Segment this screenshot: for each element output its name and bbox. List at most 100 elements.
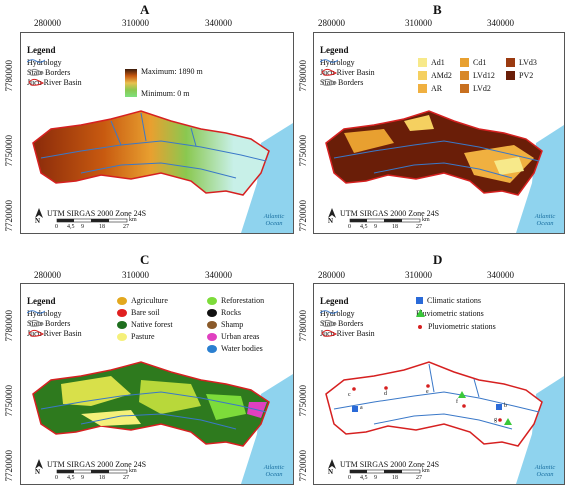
scale-tick: 27 xyxy=(416,475,422,481)
panel-b-x-tick-1: 280000 xyxy=(318,18,345,28)
climatic-station-b xyxy=(496,404,502,410)
point-label-d: d xyxy=(384,391,387,397)
landuse-item-pasture: Pasture xyxy=(117,332,155,341)
panel-c-ocean-label: Atlantic Ocean xyxy=(263,464,285,478)
panel-a-legend-basin: Jucu River Basin xyxy=(27,78,82,87)
panel-c-x-tick-2: 310000 xyxy=(122,270,149,280)
soil-item-ad1: Ad1 xyxy=(418,58,445,67)
soil-patch xyxy=(344,129,394,153)
pluviometric-station-f xyxy=(462,404,466,408)
square-icon xyxy=(416,297,423,304)
hydrology-line xyxy=(473,378,480,398)
hydrology-line-icon xyxy=(27,310,45,314)
panel-a-scale-unit: km xyxy=(129,217,137,223)
panel-b-x-tick-3: 340000 xyxy=(487,18,514,28)
soil-item-ar: AR xyxy=(418,84,442,93)
pluviometric-station-g xyxy=(498,418,502,422)
soil-item-amd2: AMd2 xyxy=(418,71,452,80)
basin-border-icon xyxy=(28,329,45,337)
panel-b-y-tick-2: 7750000 xyxy=(298,135,308,167)
hydrology-line xyxy=(428,363,435,393)
dot-icon xyxy=(418,324,422,329)
panel-b-legend-title: Legend xyxy=(320,45,349,55)
panel-b-y-tick-1: 7780000 xyxy=(298,60,308,92)
panel-b-letter: B xyxy=(433,2,442,17)
legend-fluviometric-stations: Fluviometric stations xyxy=(416,309,484,318)
scale-tick: 9 xyxy=(81,475,84,481)
landuse-item-native-forest: Native forest xyxy=(117,320,173,329)
basin-border-icon xyxy=(28,78,45,86)
scale-tick: 18 xyxy=(392,224,398,230)
panel-c-legend-state: State Borders xyxy=(27,319,71,328)
scale-tick: 4,5 xyxy=(360,224,368,230)
point-label-b: b xyxy=(504,403,507,409)
ocean-shape xyxy=(241,123,293,233)
pv2-swatch-icon xyxy=(506,71,515,80)
panel-b-legend-basin: Jucu River Basin xyxy=(320,68,375,77)
basin-shape xyxy=(325,361,543,447)
panel-a-x-tick-1: 280000 xyxy=(34,18,61,28)
panel-a-map: Legend Hydrology State Borders Jucu Rive… xyxy=(20,32,294,234)
panel-a-map-svg xyxy=(32,110,293,233)
panel-b-legend-state: State Borders xyxy=(320,78,364,87)
landuse-patch xyxy=(139,380,201,414)
ad1-swatch-icon xyxy=(418,58,427,67)
forest-icon xyxy=(117,320,127,329)
cd1-swatch-icon xyxy=(460,58,469,67)
panel-c-legend-hydrology: Hydrology xyxy=(27,309,62,318)
landuse-item-shamp: Shamp xyxy=(207,320,243,329)
panel-b-utm: UTM SIRGAS 2000 Zone 24S xyxy=(340,209,440,218)
panel-d-scale-unit: km xyxy=(422,468,430,474)
landuse-item-agriculture: Agriculture xyxy=(117,296,168,305)
scale-tick: 0 xyxy=(55,224,58,230)
panel-a-utm: UTM SIRGAS 2000 Zone 24S xyxy=(47,209,147,218)
panel-a-ocean-label: Atlantic Ocean xyxy=(263,213,285,227)
panel-c-y-tick-2: 7750000 xyxy=(4,385,14,417)
scale-tick: 9 xyxy=(81,224,84,230)
panel-d-legend-title: Legend xyxy=(320,296,349,306)
panel-c-x-tick-1: 280000 xyxy=(34,270,61,280)
hydrology-line xyxy=(40,140,267,162)
soil-item-lvd12: LVd12 xyxy=(460,71,495,80)
hydrology-line xyxy=(373,162,513,179)
lvd3-swatch-icon xyxy=(506,58,515,67)
scale-tick: 4,5 xyxy=(360,475,368,481)
hydrology-line xyxy=(40,391,267,413)
urban-icon xyxy=(207,332,217,341)
point-label-a: a xyxy=(360,405,363,411)
panel-d-x-tick-2: 310000 xyxy=(405,270,432,280)
panel-a-y-tick-3: 7720000 xyxy=(4,200,14,232)
landuse-item-bare-soil: Bare soil xyxy=(117,308,160,317)
state-border-icon xyxy=(321,319,338,327)
basin-shape xyxy=(32,110,270,196)
north-arrow-shape xyxy=(35,459,43,469)
fluviometric-station xyxy=(458,391,466,398)
basin-border-icon xyxy=(321,329,338,337)
hydrology-line xyxy=(80,162,237,179)
panel-d-y-tick-2: 7750000 xyxy=(298,385,308,417)
water-icon xyxy=(207,344,217,353)
scale-tick: 27 xyxy=(123,224,129,230)
panel-c-utm: UTM SIRGAS 2000 Zone 24S xyxy=(47,460,147,469)
panel-a-x-tick-3: 340000 xyxy=(205,18,232,28)
panel-c-map: Legend Hydrology State Borders Jucu Rive… xyxy=(20,283,294,485)
agriculture-icon xyxy=(117,296,127,305)
panel-d-legend-hydrology: Hydrology xyxy=(320,309,355,318)
panel-c-legend-title: Legend xyxy=(27,296,56,306)
hydrology-line xyxy=(333,140,540,162)
rocks-icon xyxy=(207,308,217,317)
north-arrow-shape xyxy=(328,208,336,218)
panel-b-map-svg xyxy=(325,110,564,233)
state-border-icon xyxy=(321,78,338,86)
north-arrow-shape xyxy=(328,459,336,469)
hydrology-line-icon xyxy=(320,310,338,314)
panel-c-letter: C xyxy=(140,252,150,267)
panel-a-legend-state: State Borders xyxy=(27,68,71,77)
scale-tick: 0 xyxy=(348,475,351,481)
scale-tick: 9 xyxy=(374,224,377,230)
panel-a-y-tick-1: 7780000 xyxy=(4,60,14,92)
panel-c-north: N xyxy=(35,468,41,476)
hydrology-line xyxy=(190,127,197,147)
north-arrow-shape xyxy=(35,208,43,218)
panel-b-map: Legend Hydrology Jucu River Basin State … xyxy=(313,32,565,234)
